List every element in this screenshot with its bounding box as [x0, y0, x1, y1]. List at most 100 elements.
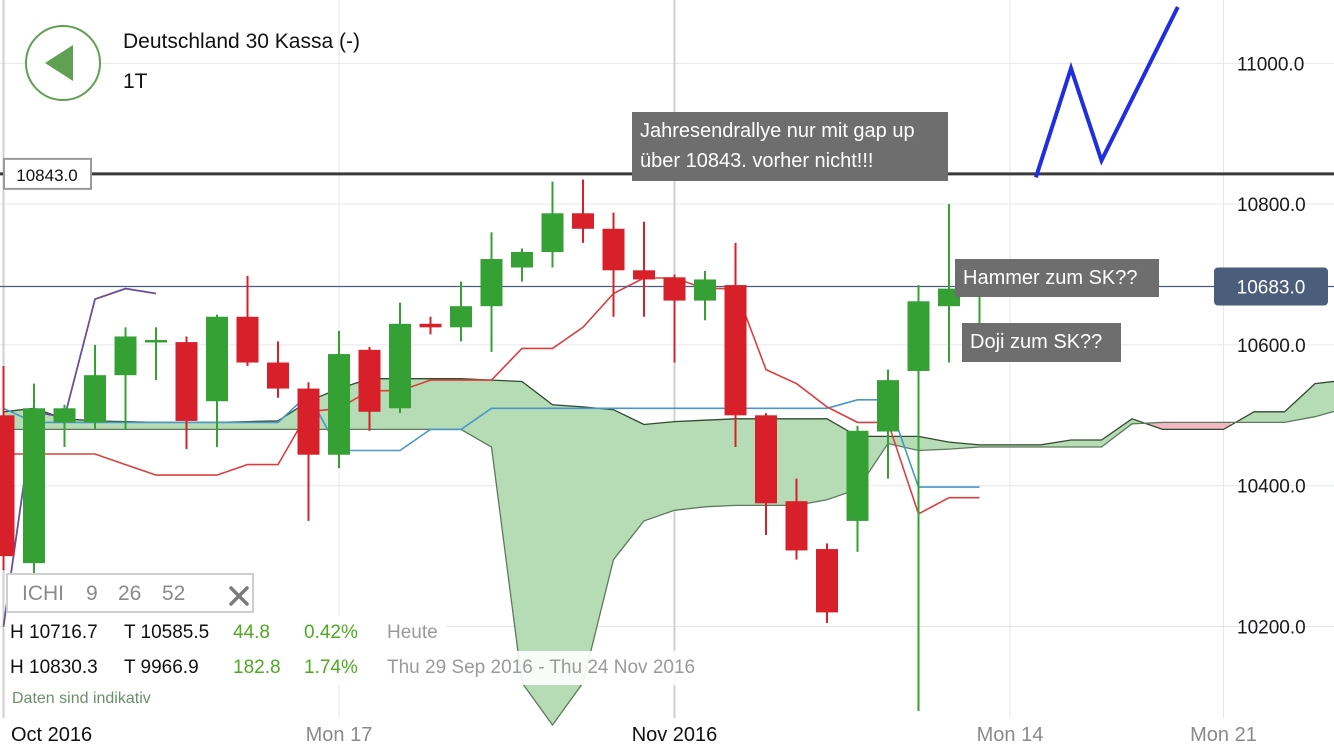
candle [358, 347, 381, 431]
disclaimer: Daten sind indikativ [12, 690, 151, 707]
stat-low: T 9966.9 [124, 657, 199, 678]
candle [450, 281, 472, 342]
indicator-param-1: 9 [86, 582, 98, 605]
candle [846, 425, 869, 552]
candle-body [236, 316, 259, 363]
x-axis-labels: Oct 2016 Mon 17 Nov 2016 Mon 14 Mon 21 [0, 719, 1257, 749]
back-button[interactable] [25, 25, 101, 101]
y-axis-labels: 11000.0 10800.0 10600.0 10400.0 10200.0 [1237, 54, 1306, 638]
stat-change: 182.8 [233, 657, 281, 678]
note-box [955, 259, 1159, 297]
candle [755, 413, 777, 535]
price-tag-box [1214, 267, 1328, 306]
indicator-panel[interactable]: ICHI 9 26 52 [6, 573, 254, 613]
candle [419, 316, 442, 335]
candle-body [541, 213, 564, 253]
candle [511, 248, 533, 282]
note-hammer: Hammer zum SK?? [955, 259, 1159, 297]
candle [572, 179, 594, 243]
candle [877, 369, 899, 479]
candle [602, 212, 625, 317]
candle [84, 344, 106, 430]
candle [785, 478, 808, 560]
candle-body [358, 349, 381, 412]
price-tag-text: 10683.0 [1237, 277, 1306, 298]
candle-body [724, 285, 747, 416]
x-tick-label: Nov 2016 [632, 724, 718, 746]
current-price-tag: 10683.0 [1214, 267, 1328, 306]
candle-body [0, 415, 15, 557]
candle-body [846, 430, 869, 521]
candle-body [877, 380, 899, 432]
candle [267, 341, 289, 398]
candle-body [633, 270, 655, 280]
candle [907, 285, 930, 711]
stats-row-background [6, 616, 446, 650]
candle-body [23, 408, 45, 564]
note-box [632, 112, 948, 181]
close-icon[interactable] [226, 583, 252, 609]
y-tick-label: 10800.0 [1237, 195, 1306, 216]
candle-body [175, 342, 198, 421]
triangle-left-icon [45, 45, 73, 81]
note-text: Hammer zum SK?? [963, 267, 1138, 289]
cloud-bearish [1147, 422, 1232, 430]
y-tick-label: 10200.0 [1237, 617, 1306, 638]
candle [297, 382, 320, 521]
candle [206, 314, 228, 447]
stat-change-pct: 1.74% [304, 657, 358, 678]
resistance-label: 10843.0 [3, 157, 92, 190]
candle [145, 327, 167, 381]
note-box [962, 323, 1121, 362]
stats-row-background [6, 651, 716, 685]
candle [389, 302, 411, 414]
candle [53, 404, 76, 447]
candle-body [84, 375, 106, 423]
candle-body [755, 415, 777, 504]
projection-line [1033, 6, 1180, 179]
candle [724, 242, 747, 447]
candle-body [419, 323, 442, 328]
candle-body [328, 354, 350, 455]
y-tick-label: 10400.0 [1237, 477, 1306, 498]
indicator-param-2: 26 [118, 582, 142, 605]
candle-body [572, 213, 594, 229]
candle [938, 204, 960, 363]
candle-body [114, 336, 137, 376]
candle-body [389, 323, 411, 409]
stat-change-pct: 0.42% [304, 622, 358, 643]
x-tick-background [0, 719, 103, 749]
candle-body [206, 316, 228, 402]
x-tick-background [624, 719, 727, 749]
x-tick-label: Oct 2016 [11, 724, 92, 746]
indicator-name: ICHI [22, 582, 64, 605]
stat-range: Heute [387, 622, 438, 643]
tenkan-line [3, 277, 980, 516]
candle-body [267, 362, 289, 389]
candle-body [602, 228, 625, 271]
candle [328, 330, 350, 469]
candle-body [907, 301, 930, 371]
candle-body [297, 388, 320, 455]
candle-body [480, 259, 503, 307]
candle-body [145, 339, 167, 343]
candle [541, 181, 564, 268]
resistance-label-box [3, 157, 92, 190]
kijun-line [3, 392, 980, 488]
y-tick-label: 11000.0 [1237, 54, 1304, 75]
timeframe-label[interactable]: 1T [123, 70, 148, 93]
stat-high: H 10716.7 [10, 622, 98, 643]
candle-body [938, 288, 960, 307]
candle [663, 274, 686, 363]
candle [816, 543, 838, 623]
instrument-title: Deutschland 30 Kassa (-) [123, 30, 360, 53]
candle-body [816, 549, 838, 613]
stat-high: H 10830.3 [10, 657, 98, 678]
candle [114, 327, 137, 430]
stat-low: T 10585.5 [124, 622, 210, 643]
candles [0, 179, 991, 711]
candle-body [785, 501, 808, 551]
note-doji: Doji zum SK?? [962, 323, 1121, 362]
